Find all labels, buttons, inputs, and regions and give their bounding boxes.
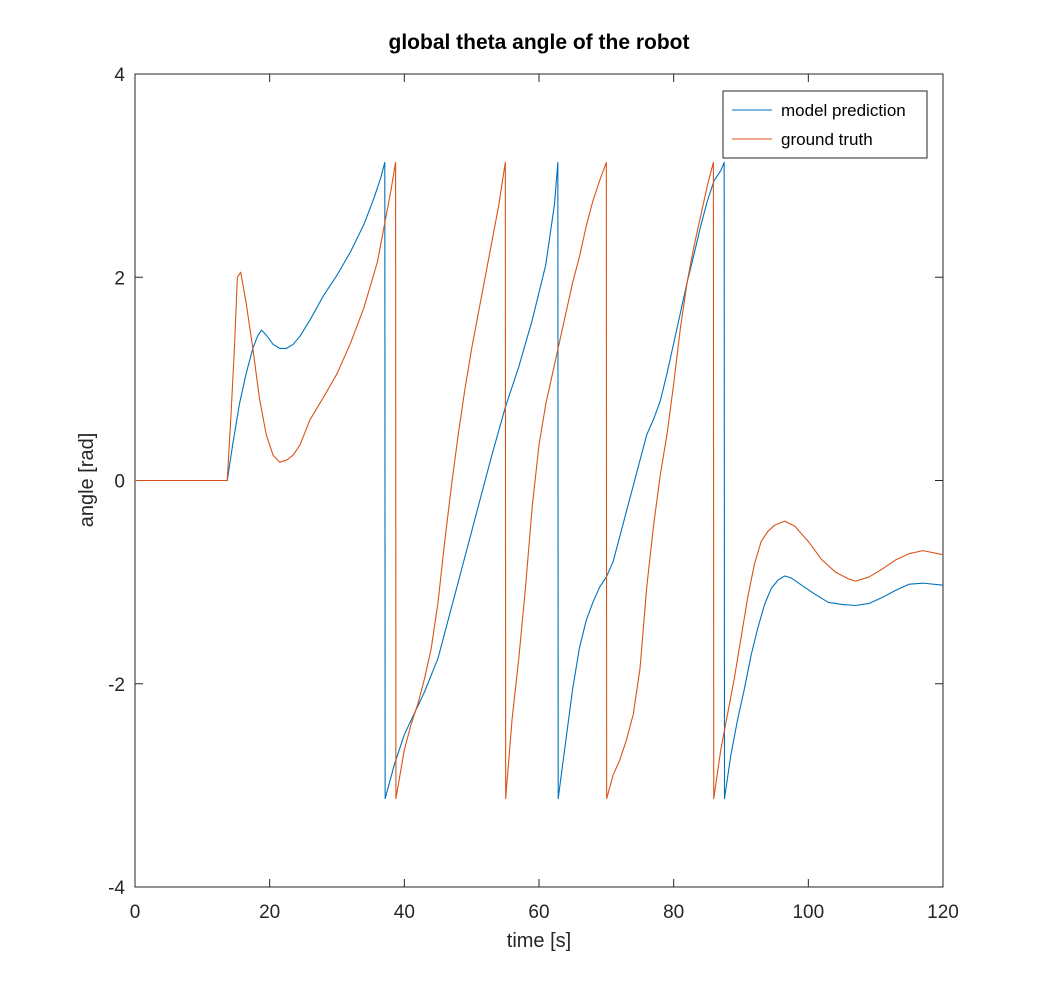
- y-tick-label: -2: [108, 675, 125, 696]
- x-tick-label: 120: [927, 902, 959, 923]
- x-tick-label: 100: [792, 902, 824, 923]
- x-tick-label: 20: [259, 902, 280, 923]
- y-tick-label: -4: [108, 878, 125, 899]
- series-line-ground-truth: [135, 161, 944, 800]
- axis-tick-labels: 0 20 40 60 80 100 120 -4 -2 0 2 4: [108, 65, 959, 923]
- y-tick-label: 2: [114, 268, 125, 289]
- chart-title: global theta angle of the robot: [389, 31, 690, 54]
- y-tick-label: 0: [114, 472, 125, 493]
- x-tick-label: 0: [130, 902, 141, 923]
- y-axis-label: angle [rad]: [76, 433, 98, 528]
- series-line-model-prediction: [135, 161, 944, 800]
- legend-label-model-prediction: model prediction: [781, 101, 906, 120]
- x-tick-label: 60: [528, 902, 549, 923]
- x-tick-label: 80: [663, 902, 684, 923]
- y-tick-label: 4: [114, 65, 125, 86]
- legend-box: [722, 90, 928, 159]
- legend: model prediction ground truth: [722, 90, 928, 159]
- legend-label-ground-truth: ground truth: [781, 130, 873, 149]
- series-lines: [135, 161, 944, 800]
- x-tick-label: 40: [394, 902, 415, 923]
- x-axis-label: time [s]: [507, 930, 571, 952]
